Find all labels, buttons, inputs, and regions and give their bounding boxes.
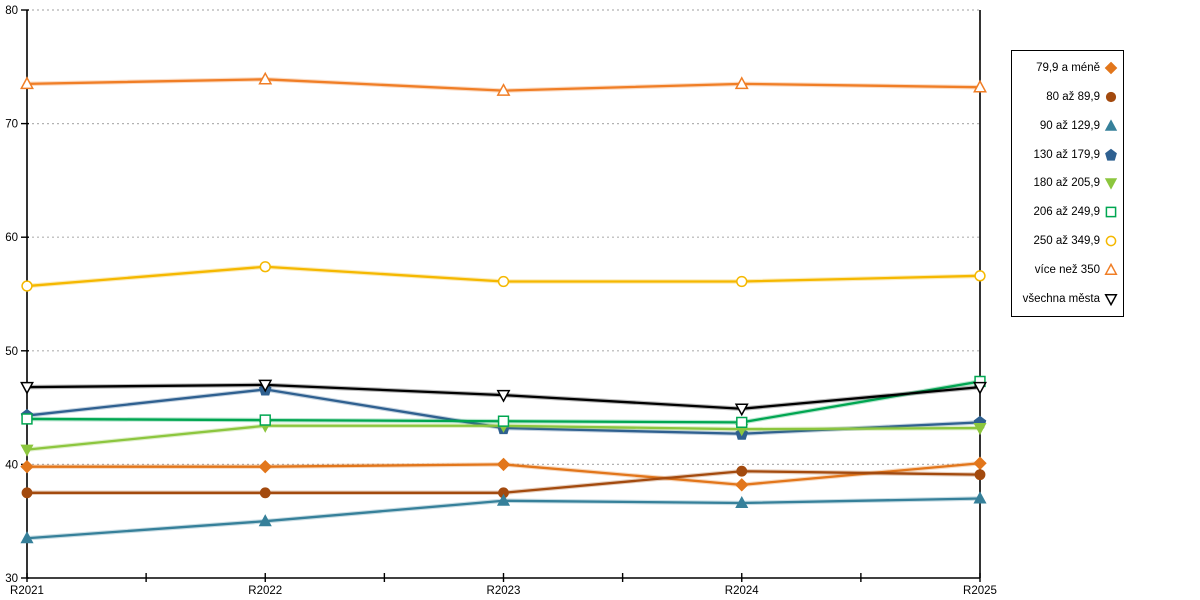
x-tick-label: R2023 xyxy=(487,585,521,597)
legend-item-label: 130 až 179,9 xyxy=(1033,148,1100,161)
legend-item: 90 až 129,9 xyxy=(1012,119,1123,133)
legend-marker-icon xyxy=(1104,293,1118,306)
legend-item: 79,9 a méně xyxy=(1012,61,1123,75)
data-point-marker xyxy=(497,275,510,288)
data-point-marker xyxy=(21,487,33,499)
legend-item-label: 250 až 349,9 xyxy=(1033,234,1100,247)
legend-marker-icon xyxy=(1105,235,1117,247)
legend-item-label: 180 až 205,9 xyxy=(1033,177,1100,190)
data-point-marker xyxy=(258,459,272,474)
legend-marker-icon xyxy=(1104,119,1118,131)
data-point-marker xyxy=(496,83,511,96)
data-point-marker xyxy=(973,79,987,93)
x-tick-label: R2022 xyxy=(248,585,282,597)
data-point-marker xyxy=(259,414,271,426)
data-point-marker xyxy=(21,413,33,425)
data-point-marker xyxy=(20,459,34,474)
data-point-marker xyxy=(734,76,749,90)
data-point-marker xyxy=(973,381,987,395)
data-point-marker xyxy=(736,275,748,288)
data-point-marker xyxy=(974,270,986,282)
legend-item: 80 až 89,9 xyxy=(1012,90,1123,104)
data-point-marker xyxy=(736,465,748,477)
data-point-marker xyxy=(496,457,511,472)
legend-marker-icon xyxy=(1105,92,1117,103)
data-point-marker xyxy=(973,456,987,470)
legend-item: všechna města xyxy=(1012,292,1123,306)
y-tick-label: 40 xyxy=(5,459,18,471)
legend-item-label: 206 až 249,9 xyxy=(1033,206,1100,219)
legend-item-label: 79,9 a méně xyxy=(1036,62,1100,75)
x-tick-label: R2021 xyxy=(10,585,44,597)
legend-marker-icon xyxy=(1105,148,1117,161)
data-point-marker xyxy=(735,495,749,509)
data-point-marker xyxy=(496,493,511,506)
legend-item-label: více než 350 xyxy=(1034,263,1100,276)
legend-marker-icon xyxy=(1104,62,1118,75)
legend-marker-icon xyxy=(1105,206,1117,218)
chart-legend: 79,9 a méně 80 až 89,9 90 až 129,9 130 až 1… xyxy=(1011,50,1124,317)
data-point-marker xyxy=(973,423,987,436)
data-point-marker xyxy=(258,71,273,85)
legend-item: 130 až 179,9 xyxy=(1012,148,1123,162)
data-point-marker xyxy=(258,379,273,393)
legend-item-label: 80 až 89,9 xyxy=(1046,91,1100,104)
data-point-marker xyxy=(21,280,33,292)
data-point-marker xyxy=(20,531,34,544)
x-tick-label: R2025 xyxy=(963,585,997,597)
data-point-marker xyxy=(20,444,34,457)
data-point-marker xyxy=(974,469,986,481)
x-tick-label: R2024 xyxy=(725,585,759,597)
y-tick-label: 60 xyxy=(5,232,18,244)
legend-item-label: 90 až 129,9 xyxy=(1039,119,1100,132)
y-tick-label: 30 xyxy=(5,573,18,585)
legend-item: více než 350 xyxy=(1012,262,1123,277)
y-tick-label: 80 xyxy=(5,5,18,17)
legend-marker-icon xyxy=(1104,178,1118,191)
data-point-marker xyxy=(735,478,749,492)
data-point-marker xyxy=(973,491,987,504)
data-point-marker xyxy=(497,415,510,427)
data-point-marker xyxy=(259,261,271,273)
data-point-marker xyxy=(258,514,272,527)
y-tick-label: 70 xyxy=(5,119,18,131)
data-point-marker xyxy=(20,381,34,395)
data-point-marker xyxy=(734,403,749,417)
legend-item: 250 až 349,9 xyxy=(1012,234,1123,248)
legend-item: 180 až 205,9 xyxy=(1012,176,1123,191)
data-point-marker xyxy=(736,416,748,429)
y-tick-label: 50 xyxy=(5,346,18,358)
legend-item: 206 až 249,9 xyxy=(1012,205,1123,219)
legend-item-label: všechna města xyxy=(1022,292,1100,305)
legend-marker-icon xyxy=(1104,262,1118,275)
data-point-marker xyxy=(259,487,271,499)
data-point-marker xyxy=(20,76,34,90)
data-point-marker xyxy=(496,389,511,403)
